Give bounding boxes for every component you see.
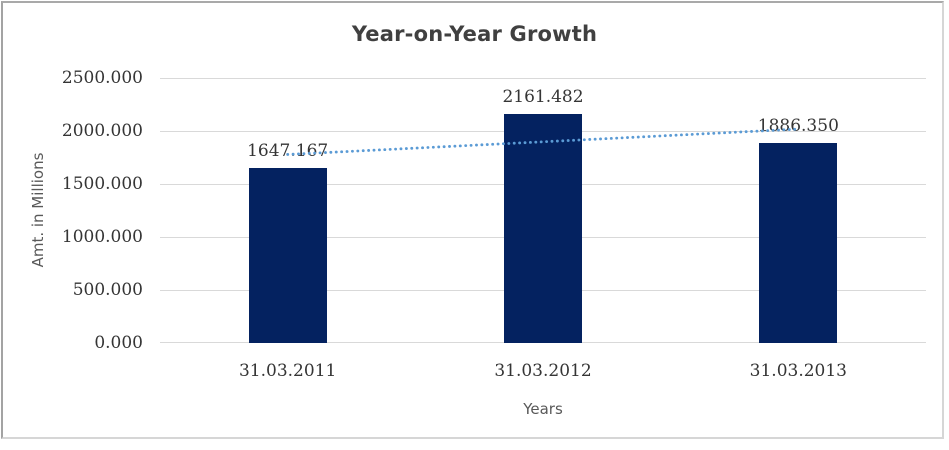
bar-31.03.2011 (248, 168, 327, 343)
y-tick-label: 2500.000 (61, 68, 143, 88)
x-tick-label: 31.03.2012 (494, 361, 592, 381)
plot-area: 1647.167 2161.482 1886.350 (160, 78, 926, 343)
data-label: 2161.482 (502, 86, 584, 107)
x-tick-label: 31.03.2011 (238, 361, 337, 381)
y-tick-label: 1500.000 (61, 174, 143, 194)
y-tick-label: 1000.000 (61, 227, 143, 247)
bar-31.03.2012 (504, 113, 582, 343)
bar-31.03.2013 (759, 143, 838, 343)
chart-title: Year-on-Year Growth (351, 22, 598, 46)
y-tick-label: 2000.000 (61, 121, 143, 141)
y-tick-label: 500.000 (72, 280, 143, 300)
x-axis-tick-labels: 31.03.2011 31.03.2012 31.03.2013 (160, 361, 926, 385)
x-tick-label: 31.03.2013 (749, 361, 847, 381)
gridline (160, 78, 926, 79)
y-axis-tick-labels: 0.000 500.000 1000.000 1500.000 2000.000 2500… (40, 68, 143, 353)
data-label: 1647.167 (247, 141, 329, 162)
trendline (286, 127, 800, 156)
x-axis-title: Years (523, 400, 563, 418)
y-tick-label: 0.000 (94, 333, 143, 353)
